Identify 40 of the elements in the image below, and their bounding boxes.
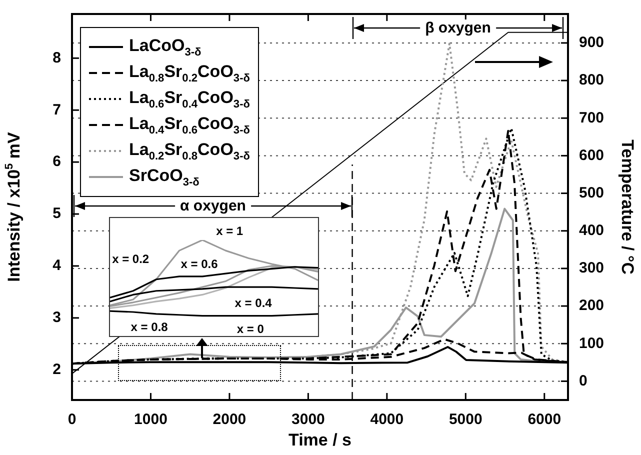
annotation: x = 0.2 <box>112 252 150 266</box>
y2-tick-label: 300 <box>579 260 604 277</box>
y2-tick-label: 200 <box>579 297 604 314</box>
x-tick-label: 2000 <box>212 411 246 428</box>
y-tick-label: 5 <box>52 205 61 222</box>
y-tick-label: 2 <box>52 361 61 378</box>
legend-label: SrCoO$_{3-δ}$ <box>129 166 200 188</box>
y2-tick-label: 0 <box>579 372 588 390</box>
x-tick-label: 5000 <box>448 411 482 428</box>
y2-tick-label: 600 <box>579 146 604 164</box>
legend-label: La$_{0.4}$Sr$_{0.6}$CoO$_{3-δ}$ <box>129 114 250 136</box>
x-tick-label: 1000 <box>134 411 168 428</box>
y2-tick-label: 500 <box>579 184 604 202</box>
y2-tick-label: 100 <box>579 334 604 352</box>
annotation: α oxygen <box>175 198 251 214</box>
annotation: x = 0.8 <box>130 320 168 334</box>
x-tick-label: 6000 <box>528 411 562 428</box>
y2-tick-label: 900 <box>579 34 604 52</box>
y-tick-label: 4 <box>52 257 62 274</box>
annotation: x = 1 <box>216 224 244 238</box>
annotation: x = 0.6 <box>180 257 218 272</box>
y2-tick-label: 700 <box>579 109 604 126</box>
x-tick-label: 0 <box>68 411 76 428</box>
y2-tick-label: 400 <box>579 222 604 240</box>
x-axis-title: Time / s <box>288 430 352 450</box>
legend-label: La$_{0.2}$Sr$_{0.8}$CoO$_{3-δ}$ <box>129 140 250 162</box>
y-tick-label: 7 <box>52 101 61 118</box>
y-tick-label: 6 <box>52 153 61 170</box>
y-tick-label: 8 <box>52 49 61 66</box>
annotation: x = 0.4 <box>234 296 272 310</box>
legend-label: LaCoO$_{3-δ}$ <box>129 36 202 58</box>
legend-label: La$_{0.8}$Sr$_{0.2}$CoO$_{3-δ}$ <box>129 62 250 84</box>
y2-axis-title: Temperature / °C <box>618 140 638 274</box>
x-tick-label: 4000 <box>370 411 404 428</box>
y-tick-label: 3 <box>52 309 61 326</box>
legend-label: La$_{0.6}$Sr$_{0.4}$CoO$_{3-δ}$ <box>129 88 250 110</box>
y2-tick-label: 800 <box>579 72 604 89</box>
x-tick-label: 3000 <box>292 411 325 428</box>
annotation: β oxygen <box>420 20 496 36</box>
annotation: x = 0 <box>236 322 264 336</box>
